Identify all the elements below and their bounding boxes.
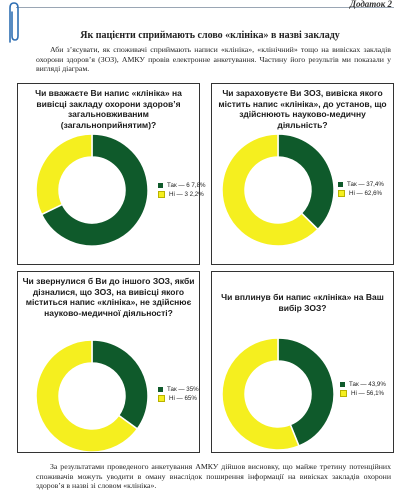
legend-label-no: Ні — 56,1%: [351, 390, 385, 397]
slice-no: [35, 339, 139, 452]
chart-3-donut: [35, 339, 149, 452]
conclusion-paragraph: За результатами проведеного анкетування …: [36, 462, 391, 491]
page-title: Як пацієнти сприймають слово «клініка» в…: [80, 30, 340, 41]
chart-2-legend: Так — 37,4% Ні — 62,6%: [338, 180, 384, 198]
legend-swatch-no: [340, 390, 347, 397]
chart-2-title: Чи зараховуєте Ви ЗОЗ, вивіска якого міс…: [218, 88, 387, 130]
slice-no: [35, 133, 93, 216]
chart-4-donut: [221, 337, 335, 451]
chart-panel-3: Чи звернулися б Ви до іншого ЗОЗ, якби д…: [17, 271, 200, 453]
chart-1-title: Чи вважаєте Ви напис «клініка» на вивісц…: [35, 88, 182, 130]
legend-item-yes: Так — 43,9%: [340, 380, 386, 389]
slice-no: [221, 133, 319, 247]
legend-swatch-no: [158, 191, 165, 198]
chart-3-title: Чи звернулися б Ви до іншого ЗОЗ, якби д…: [22, 276, 195, 318]
legend-item-yes: Так — 35%: [158, 385, 199, 394]
chart-panel-2: Чи зараховуєте Ви ЗОЗ, вивіска якого міс…: [211, 83, 394, 265]
chart-panel-4: Чи вплинув би напис «клініка» на Ваш виб…: [211, 271, 394, 453]
legend-item-yes: Так — 6 7,8%: [158, 181, 206, 190]
legend-item-yes: Так — 37,4%: [338, 180, 384, 189]
chart-2-donut: [221, 133, 335, 247]
legend-label-no: Ні — 65%: [169, 395, 197, 402]
legend-swatch-yes: [338, 182, 343, 187]
legend-label-yes: Так — 35%: [167, 386, 199, 393]
legend-swatch-yes: [340, 382, 345, 387]
intro-paragraph: Аби з’ясувати, як споживачі сприймають н…: [36, 45, 391, 74]
legend-item-no: Ні — 56,1%: [340, 389, 386, 398]
legend-label-no: Ні — 3 2,2%: [169, 191, 204, 198]
chart-panel-1: Чи вважаєте Ви напис «клініка» на вивісц…: [17, 83, 206, 265]
slice-no: [221, 337, 300, 451]
slice-yes: [277, 133, 335, 231]
appendix-label: Додаток 2: [349, 0, 392, 9]
legend-swatch-yes: [158, 387, 163, 392]
chart-1-donut: [35, 133, 149, 247]
legend-label-yes: Так — 6 7,8%: [167, 182, 206, 189]
legend-item-no: Ні — 62,6%: [338, 189, 384, 198]
legend-label-yes: Так — 43,9%: [349, 381, 386, 388]
chart-4-title: Чи вплинув би напис «клініка» на Ваш виб…: [221, 292, 384, 313]
header-rule: [16, 7, 394, 8]
legend-label-no: Ні — 62,6%: [349, 190, 383, 197]
legend-item-no: Ні — 65%: [158, 394, 199, 403]
legend-swatch-no: [158, 395, 165, 402]
chart-3-legend: Так — 35% Ні — 65%: [158, 385, 199, 403]
legend-item-no: Ні — 3 2,2%: [158, 190, 206, 199]
chart-1-legend: Так — 6 7,8% Ні — 3 2,2%: [158, 181, 206, 199]
slice-yes: [277, 337, 335, 447]
legend-label-yes: Так — 37,4%: [347, 181, 384, 188]
slice-yes: [40, 133, 149, 247]
chart-4-legend: Так — 43,9% Ні — 56,1%: [340, 380, 386, 398]
legend-swatch-no: [338, 190, 345, 197]
paperclip-icon: [9, 2, 19, 43]
legend-swatch-yes: [158, 183, 163, 188]
